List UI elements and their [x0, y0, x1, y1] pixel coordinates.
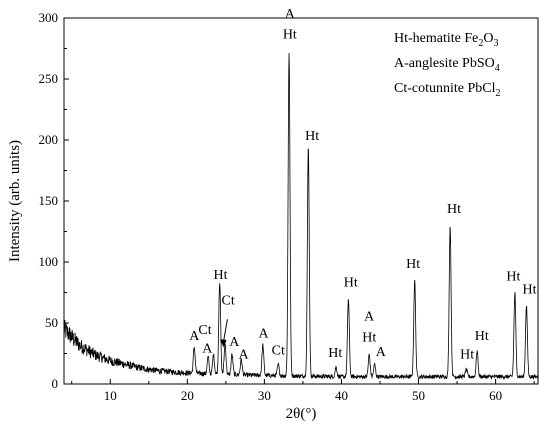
legend-text: Ht-hematite Fe: [394, 31, 478, 46]
legend-subscript: 4: [495, 63, 500, 74]
legend-text: O: [483, 31, 493, 46]
peak-label: A: [285, 7, 296, 22]
y-tick-label: 300: [39, 10, 59, 25]
peak-label: Ht: [406, 257, 420, 272]
x-tick-label: 30: [258, 388, 271, 403]
y-tick-label: 100: [39, 254, 59, 269]
peak-label: Ht: [460, 347, 474, 362]
peak-label: A: [239, 347, 250, 362]
diffraction-pattern-line: [63, 53, 539, 381]
arrow-head: [220, 339, 227, 348]
peak-label: A: [376, 345, 387, 360]
legend-entry: A-anglesite PbSO4: [394, 56, 500, 74]
legend-subscript: 3: [494, 38, 499, 49]
peak-label: A: [364, 310, 375, 325]
x-axis-label: 2θ(°): [286, 406, 317, 422]
peak-label: A: [189, 329, 200, 344]
reference-arrow: [220, 319, 228, 348]
legend-subscript: 2: [478, 38, 483, 49]
legend-entry: Ct-cotunnite PbCl2: [394, 81, 501, 99]
peak-label: Ht: [305, 129, 319, 144]
peak-label: Ct: [198, 323, 211, 338]
x-tick-label: 50: [412, 388, 425, 403]
peak-label: Ht: [447, 202, 461, 217]
peak-label: Ht: [344, 275, 358, 290]
peak-label: Ht: [328, 346, 342, 361]
peak-label: Ct: [272, 344, 285, 359]
peak-label: Ht: [475, 329, 489, 344]
y-tick-label: 250: [39, 71, 59, 86]
legend-text: A-anglesite PbSO: [394, 56, 495, 71]
legend-subscript: 2: [496, 88, 501, 99]
peak-label: Ht: [213, 268, 227, 283]
peak-label: Ct: [222, 294, 235, 309]
peak-label: A: [229, 335, 240, 350]
x-tick-label: 20: [181, 388, 194, 403]
peak-label: Ht: [523, 283, 537, 298]
y-tick-label: 200: [39, 132, 59, 147]
y-tick-label: 150: [39, 193, 59, 208]
plot-frame: [63, 17, 539, 385]
y-tick-label: 50: [45, 315, 58, 330]
peak-label: A: [202, 341, 213, 356]
x-tick-label: 40: [335, 388, 348, 403]
y-axis-label: Intensity (arb. units): [7, 140, 23, 262]
y-axis-ticks: 0 50 100 150 200 250 300: [39, 10, 69, 391]
peak-label: Ht: [283, 28, 297, 43]
peak-label: A: [259, 327, 270, 342]
legend-entry: Ht-hematite Fe2O3: [394, 31, 499, 49]
x-tick-label: 60: [489, 388, 502, 403]
y-tick-label: 0: [52, 376, 59, 391]
peak-label: Ht: [506, 269, 520, 284]
legend-text: Ct-cotunnite PbCl: [394, 81, 496, 96]
x-tick-label: 10: [104, 388, 117, 403]
x-axis-ticks: 10 20 30 40 50 60: [71, 379, 535, 403]
arrow-shaft: [223, 319, 228, 342]
peak-label: Ht: [362, 330, 376, 345]
